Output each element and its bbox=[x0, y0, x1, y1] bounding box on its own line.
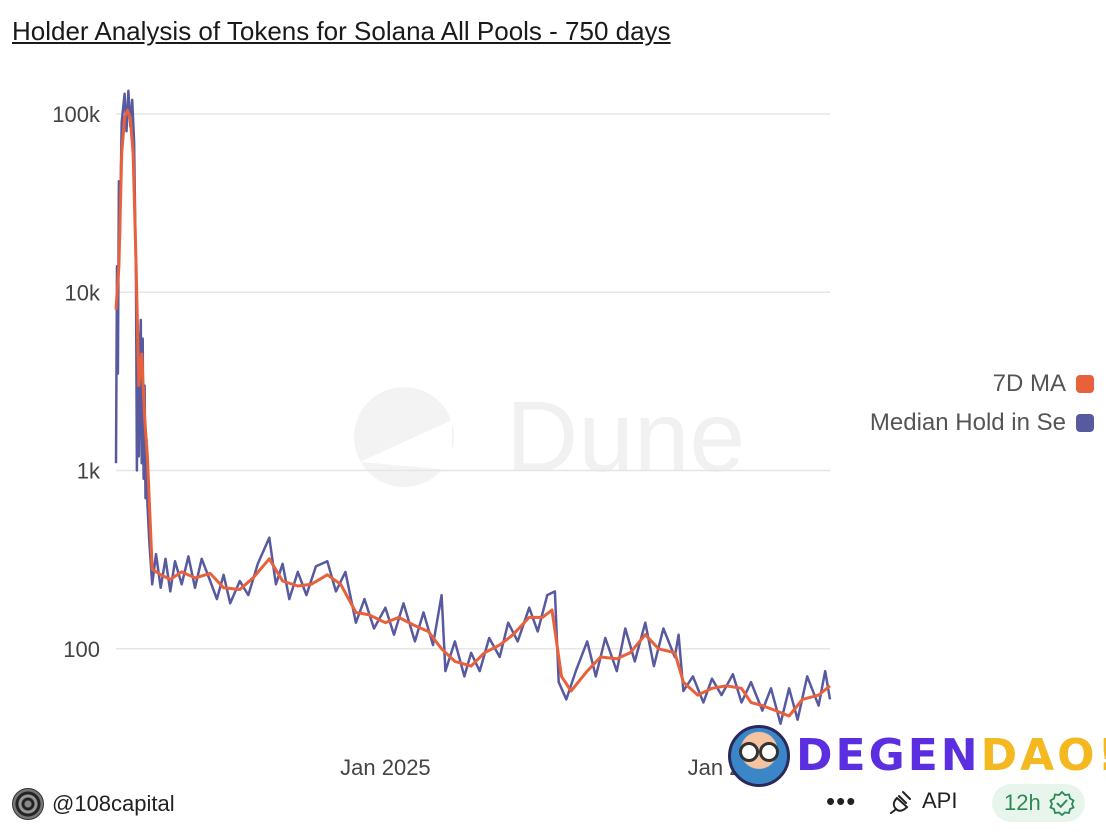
api-button[interactable]: API bbox=[888, 788, 957, 814]
legend-item-7d-ma[interactable]: 7D MA bbox=[870, 364, 1094, 403]
legend-label: Median Hold in Se bbox=[869, 408, 1066, 436]
series-line-median-hold[interactable] bbox=[114, 89, 832, 725]
series-layer bbox=[114, 89, 832, 725]
more-options-button[interactable]: ••• bbox=[826, 786, 857, 816]
author-name: @108capital bbox=[52, 791, 175, 816]
dune-watermark: Dune bbox=[354, 381, 745, 493]
legend-swatch-purple bbox=[1076, 413, 1094, 432]
legend-item-median-hold[interactable]: Median Hold in Se bbox=[870, 403, 1094, 442]
degendao-overlay-logo: DEGENDAO! bbox=[728, 725, 1106, 787]
refresh-status-badge[interactable]: 12h bbox=[992, 784, 1085, 822]
degendao-wordmark: DEGENDAO! bbox=[796, 730, 1106, 781]
y-axis-labels: 100 1k 10k 100k bbox=[52, 102, 101, 662]
grid-lines bbox=[116, 113, 830, 650]
watermark-text: Dune bbox=[506, 381, 745, 493]
author-link[interactable]: @108capital bbox=[12, 788, 175, 820]
avatar bbox=[12, 788, 44, 820]
y-tick-label: 1k bbox=[77, 459, 101, 484]
verified-check-icon bbox=[1049, 790, 1075, 816]
y-tick-label: 10k bbox=[65, 280, 101, 305]
y-tick-label: 100k bbox=[52, 102, 101, 127]
degen-mascot-icon bbox=[728, 725, 790, 787]
y-tick-label: 100 bbox=[63, 637, 100, 662]
chart-title[interactable]: Holder Analysis of Tokens for Solana All… bbox=[12, 16, 671, 46]
plug-icon bbox=[890, 791, 911, 814]
api-label: API bbox=[922, 788, 958, 813]
x-tick-label: Jan 2025 bbox=[340, 755, 431, 780]
refresh-interval: 12h bbox=[1004, 790, 1041, 815]
series-line-7d-ma[interactable] bbox=[114, 108, 831, 718]
legend-label: 7D MA bbox=[992, 369, 1066, 397]
chart-footer: @108capital ••• API 12h bbox=[0, 784, 1106, 824]
legend-swatch-orange bbox=[1076, 374, 1094, 393]
legend: 7D MA Median Hold in Se bbox=[870, 364, 1094, 442]
